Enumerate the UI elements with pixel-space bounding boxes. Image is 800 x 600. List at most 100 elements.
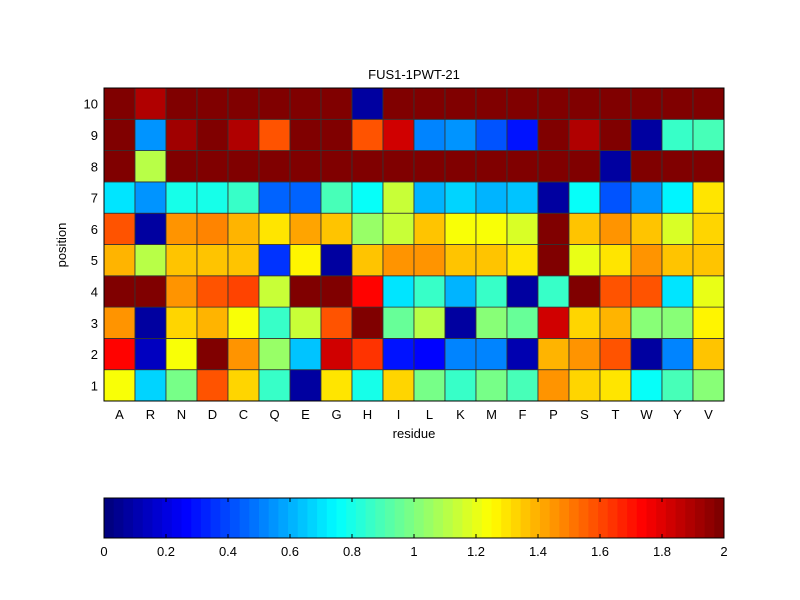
cell-E-7 [289, 181, 322, 214]
x-tick-label: V [704, 407, 713, 422]
cell-A-1 [103, 369, 136, 402]
colorbar-band [210, 498, 221, 538]
cell-M-6 [475, 212, 508, 245]
cell-K-1 [444, 369, 477, 402]
x-tick-label: L [426, 407, 433, 422]
cell-K-6 [444, 212, 477, 245]
cell-A-7 [103, 181, 136, 214]
colorbar-band [665, 498, 677, 538]
x-tick-label: M [486, 407, 497, 422]
cell-P-7 [537, 181, 570, 214]
x-tick-label: G [331, 407, 341, 422]
cell-K-10 [444, 87, 477, 120]
colorbar-band [229, 498, 241, 538]
cell-D-8 [196, 150, 229, 183]
cell-L-6 [413, 212, 446, 245]
x-tick-label: A [115, 407, 124, 422]
cell-Q-7 [258, 181, 291, 214]
cell-Q-10 [258, 87, 291, 120]
cell-A-9 [103, 118, 136, 152]
colorbar-band [171, 498, 182, 538]
cell-Q-1 [258, 369, 291, 402]
cell-M-7 [475, 181, 508, 214]
cell-N-5 [165, 244, 198, 277]
cell-D-6 [196, 212, 229, 245]
cell-T-5 [599, 244, 632, 277]
cell-C-6 [227, 212, 260, 245]
cell-I-7 [382, 181, 415, 214]
colorbar-band [462, 498, 473, 538]
y-tick-label: 1 [91, 378, 98, 393]
colorbar-tick-label: 1.2 [467, 544, 485, 559]
cell-S-7 [568, 181, 601, 214]
cell-L-1 [413, 369, 446, 402]
cell-P-5 [537, 244, 570, 277]
cell-C-3 [227, 306, 260, 339]
cell-P-3 [537, 306, 570, 339]
cell-I-2 [382, 337, 415, 371]
colorbar-band [569, 498, 580, 538]
cell-N-3 [165, 306, 198, 339]
colorbar-band [326, 498, 337, 538]
cell-S-9 [568, 118, 601, 152]
cell-F-9 [506, 118, 539, 152]
cell-K-8 [444, 150, 477, 183]
cell-L-2 [413, 337, 446, 371]
colorbar-band [627, 498, 638, 538]
colorbar-band [346, 498, 357, 538]
colorbar-band [268, 498, 279, 538]
cell-C-10 [227, 87, 260, 120]
colorbar-band [336, 498, 347, 538]
colorbar-band [520, 498, 531, 538]
x-tick-label: P [549, 407, 558, 422]
colorbar-tick-label: 2 [720, 544, 727, 559]
cell-N-4 [165, 275, 198, 308]
cell-T-8 [599, 150, 632, 183]
colorbar-band [365, 498, 376, 538]
cell-L-8 [413, 150, 446, 183]
x-tick-label: R [146, 407, 155, 422]
cell-G-7 [320, 181, 353, 214]
cell-E-8 [289, 150, 322, 183]
cell-M-9 [475, 118, 508, 152]
colorbar-band [443, 498, 454, 538]
colorbar-band [617, 498, 628, 538]
colorbar-tick-label: 1.4 [529, 544, 547, 559]
x-tick-label: Y [673, 407, 682, 422]
cell-P-4 [537, 275, 570, 308]
colorbar-band [220, 498, 231, 538]
cell-F-7 [506, 181, 539, 214]
colorbar-band [355, 498, 367, 538]
colorbar-band [259, 498, 270, 538]
cell-T-3 [599, 306, 632, 339]
cell-T-4 [599, 275, 632, 308]
cell-V-6 [692, 212, 725, 245]
x-tick-label: T [612, 407, 620, 422]
y-tick-label: 7 [91, 191, 98, 206]
cell-I-6 [382, 212, 415, 245]
x-tick-label: I [397, 407, 401, 422]
cell-E-3 [289, 306, 322, 339]
cell-E-4 [289, 275, 322, 308]
cell-L-4 [413, 275, 446, 308]
cell-S-2 [568, 337, 601, 371]
cell-N-10 [165, 87, 198, 120]
cell-F-10 [506, 87, 539, 120]
y-tick-label: 3 [91, 316, 98, 331]
cell-W-1 [630, 369, 663, 402]
cell-R-7 [134, 181, 167, 214]
x-tick-label: F [519, 407, 527, 422]
y-tick-label: 6 [91, 222, 98, 237]
cell-I-5 [382, 244, 415, 277]
cell-V-9 [692, 118, 725, 152]
cell-L-5 [413, 244, 446, 277]
colorbar-band [384, 498, 396, 538]
colorbar-band [307, 498, 318, 538]
cell-H-3 [351, 306, 384, 339]
x-tick-label: K [456, 407, 465, 422]
cell-F-6 [506, 212, 539, 245]
cell-W-3 [630, 306, 663, 339]
colorbar-band [162, 498, 173, 538]
cell-K-3 [444, 306, 477, 339]
